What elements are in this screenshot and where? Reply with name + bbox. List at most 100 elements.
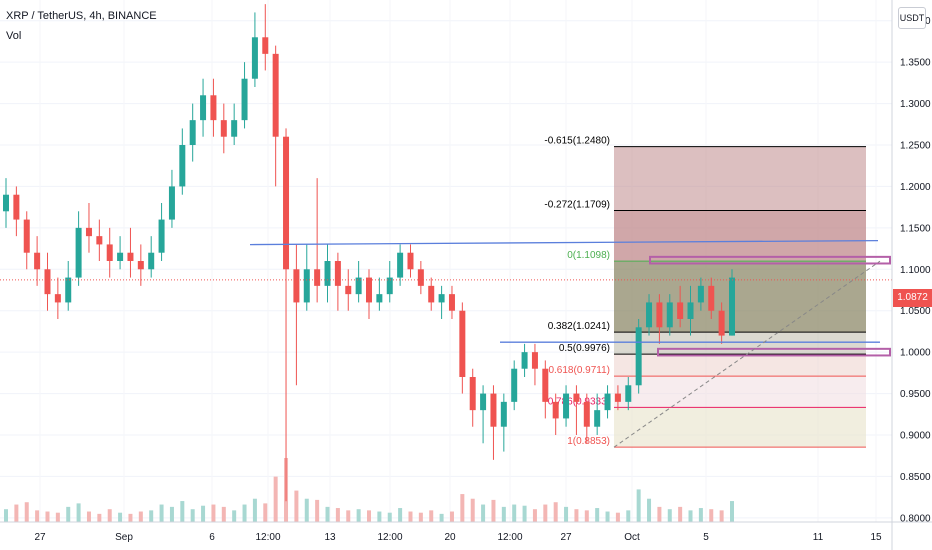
candle-body bbox=[293, 269, 300, 303]
candle-body bbox=[480, 393, 487, 411]
candle-body bbox=[366, 277, 372, 303]
volume-bar bbox=[24, 502, 29, 522]
candle-body bbox=[677, 302, 684, 319]
volume-bar bbox=[408, 511, 413, 522]
fib-level-label: -0.272(1.1709) bbox=[544, 200, 610, 211]
volume-bar bbox=[211, 504, 216, 522]
fib-level-label: 0.5(0.9976) bbox=[559, 343, 610, 354]
candle-body bbox=[324, 261, 331, 286]
price-tick-label: 1.1500 bbox=[900, 223, 931, 234]
volume-bar bbox=[667, 509, 672, 522]
candle-body bbox=[697, 285, 704, 303]
candle-body bbox=[614, 393, 621, 402]
candle-body bbox=[200, 95, 207, 121]
candle-body bbox=[148, 252, 155, 270]
volume-bar bbox=[35, 510, 40, 522]
candle-body bbox=[106, 244, 113, 261]
volume-bar bbox=[470, 498, 475, 522]
volume-bar bbox=[45, 511, 50, 522]
candle-body bbox=[687, 302, 694, 319]
candle-body bbox=[65, 277, 72, 303]
resistance-line-upper bbox=[249, 239, 879, 246]
drawing-lines[interactable] bbox=[0, 239, 892, 448]
volume-bar bbox=[564, 506, 569, 522]
candle-body bbox=[666, 302, 673, 328]
volume-bar bbox=[159, 504, 164, 522]
volume-bar bbox=[719, 510, 724, 522]
volume-bar bbox=[252, 498, 257, 522]
candle-body bbox=[303, 269, 310, 303]
volume-bar bbox=[97, 513, 102, 522]
candle-body bbox=[428, 285, 435, 303]
volume-bar bbox=[574, 509, 579, 522]
candle-body bbox=[13, 194, 20, 220]
volume-bar bbox=[605, 511, 610, 522]
candle-body bbox=[158, 219, 165, 253]
time-tick-label: 15 bbox=[870, 532, 882, 543]
price-tick-label: 1.2000 bbox=[900, 182, 931, 193]
candle-body bbox=[376, 294, 383, 303]
volume-bar bbox=[325, 506, 330, 522]
price-axis: 1.40001.35001.30001.25001.20001.15001.10… bbox=[891, 0, 931, 550]
fib-band bbox=[614, 146, 866, 211]
time-axis: 27 Sep 6 12:00 13 12:00 20 12:00 27 Oct 5 11 15 bbox=[0, 521, 932, 543]
volume-bar bbox=[55, 512, 60, 522]
volume-bar bbox=[418, 512, 423, 522]
volume-bar bbox=[615, 512, 620, 522]
candle-body bbox=[137, 261, 144, 270]
candle-body bbox=[117, 252, 124, 261]
currency-unit-button[interactable]: USDT bbox=[898, 7, 926, 29]
fib-level-label: 0.618(0.9711) bbox=[548, 365, 610, 376]
candle-body bbox=[231, 120, 238, 137]
volume-bar bbox=[149, 510, 154, 522]
volume-bar bbox=[730, 501, 734, 522]
fib-band bbox=[614, 210, 866, 262]
candle-body bbox=[531, 352, 538, 369]
volume-bar bbox=[688, 510, 693, 522]
volume-bar bbox=[522, 505, 527, 522]
volume-bar bbox=[221, 506, 226, 522]
candle-body bbox=[334, 261, 341, 286]
volume-bar bbox=[118, 512, 123, 522]
candle-body bbox=[583, 401, 590, 427]
volume-bar bbox=[647, 498, 652, 522]
volume-bar bbox=[439, 513, 444, 522]
candle-body bbox=[96, 236, 103, 245]
candle-body bbox=[54, 294, 61, 303]
candle-body bbox=[251, 37, 258, 79]
volume-bar bbox=[460, 494, 465, 522]
candle-body bbox=[168, 186, 175, 220]
volume-bar bbox=[512, 504, 517, 522]
fib-band bbox=[614, 332, 866, 355]
price-tick-label: 0.9500 bbox=[900, 389, 931, 400]
candle-body bbox=[594, 410, 601, 427]
candle-body bbox=[448, 294, 455, 311]
time-tick-label: 5 bbox=[703, 532, 709, 543]
volume-bar bbox=[595, 508, 600, 522]
candle-body bbox=[179, 145, 186, 187]
volume-bar bbox=[86, 511, 91, 522]
volume-bar bbox=[201, 505, 206, 522]
candle-body bbox=[635, 327, 642, 386]
candle-body bbox=[718, 310, 725, 336]
symbol-title: XRP / TetherUS, 4h, BINANCE bbox=[6, 10, 157, 22]
volume-bar bbox=[678, 506, 683, 522]
candle-body bbox=[563, 393, 570, 419]
time-tick-label: Sep bbox=[115, 532, 133, 543]
candle-body bbox=[283, 136, 290, 270]
volume-bar bbox=[657, 506, 662, 522]
volume-bar bbox=[501, 506, 506, 522]
candle-body bbox=[552, 401, 559, 419]
volume-bar bbox=[66, 506, 71, 522]
time-tick-label: 13 bbox=[324, 532, 336, 543]
fib-level-label: -0.615(1.2480) bbox=[544, 136, 610, 147]
price-tick-label: 1.1000 bbox=[900, 265, 931, 276]
time-tick-label: 12:00 bbox=[377, 532, 402, 543]
fibonacci-retracement[interactable]: -0.615(1.2480) -0.272(1.1709) 0(1.1098) 0.3… bbox=[544, 136, 866, 448]
candle-body bbox=[417, 269, 424, 286]
volume-bar bbox=[346, 510, 351, 522]
volume-bar bbox=[138, 511, 143, 522]
time-tick-label: 12:00 bbox=[255, 532, 280, 543]
